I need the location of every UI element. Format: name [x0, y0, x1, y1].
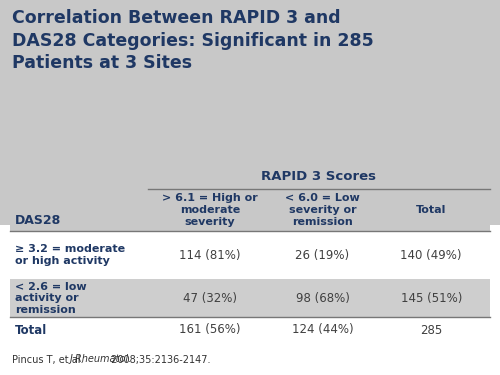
Bar	[10, 279, 490, 317]
Text: 124 (44%): 124 (44%)	[292, 324, 354, 336]
Text: 26 (19%): 26 (19%)	[296, 249, 350, 261]
Text: < 6.0 = Low
severity or
remission: < 6.0 = Low severity or remission	[285, 194, 360, 226]
Text: ≥ 3.2 = moderate
or high activity: ≥ 3.2 = moderate or high activity	[15, 244, 125, 266]
Bar	[10, 189, 490, 231]
Text: DAS28: DAS28	[15, 214, 61, 227]
Text: Total: Total	[416, 205, 446, 215]
Text: J Rheumatol.: J Rheumatol.	[70, 354, 132, 364]
Bar	[10, 163, 490, 231]
Bar	[10, 231, 490, 279]
Text: Correlation Between RAPID 3 and
DAS28 Categories: Significant in 285
Patients at: Correlation Between RAPID 3 and DAS28 Ca…	[12, 9, 374, 72]
Text: Total: Total	[15, 324, 47, 336]
Text: 47 (32%): 47 (32%)	[183, 292, 237, 304]
Text: RAPID 3 Scores: RAPID 3 Scores	[261, 170, 376, 183]
Bar	[0, 0, 500, 225]
Text: 98 (68%): 98 (68%)	[296, 292, 350, 304]
Text: 285: 285	[420, 324, 442, 336]
Text: 114 (81%): 114 (81%)	[180, 249, 241, 261]
Text: 145 (51%): 145 (51%)	[400, 292, 462, 304]
Text: Pincus T, et al.: Pincus T, et al.	[12, 354, 87, 364]
Text: > 6.1 = High or
moderate
severity: > 6.1 = High or moderate severity	[162, 194, 258, 226]
Text: 140 (49%): 140 (49%)	[400, 249, 462, 261]
Text: 2008;35:2136-2147.: 2008;35:2136-2147.	[108, 354, 210, 364]
Text: 161 (56%): 161 (56%)	[180, 324, 241, 336]
Text: < 2.6 = low
activity or
remission: < 2.6 = low activity or remission	[15, 282, 86, 315]
Bar	[0, 225, 500, 375]
